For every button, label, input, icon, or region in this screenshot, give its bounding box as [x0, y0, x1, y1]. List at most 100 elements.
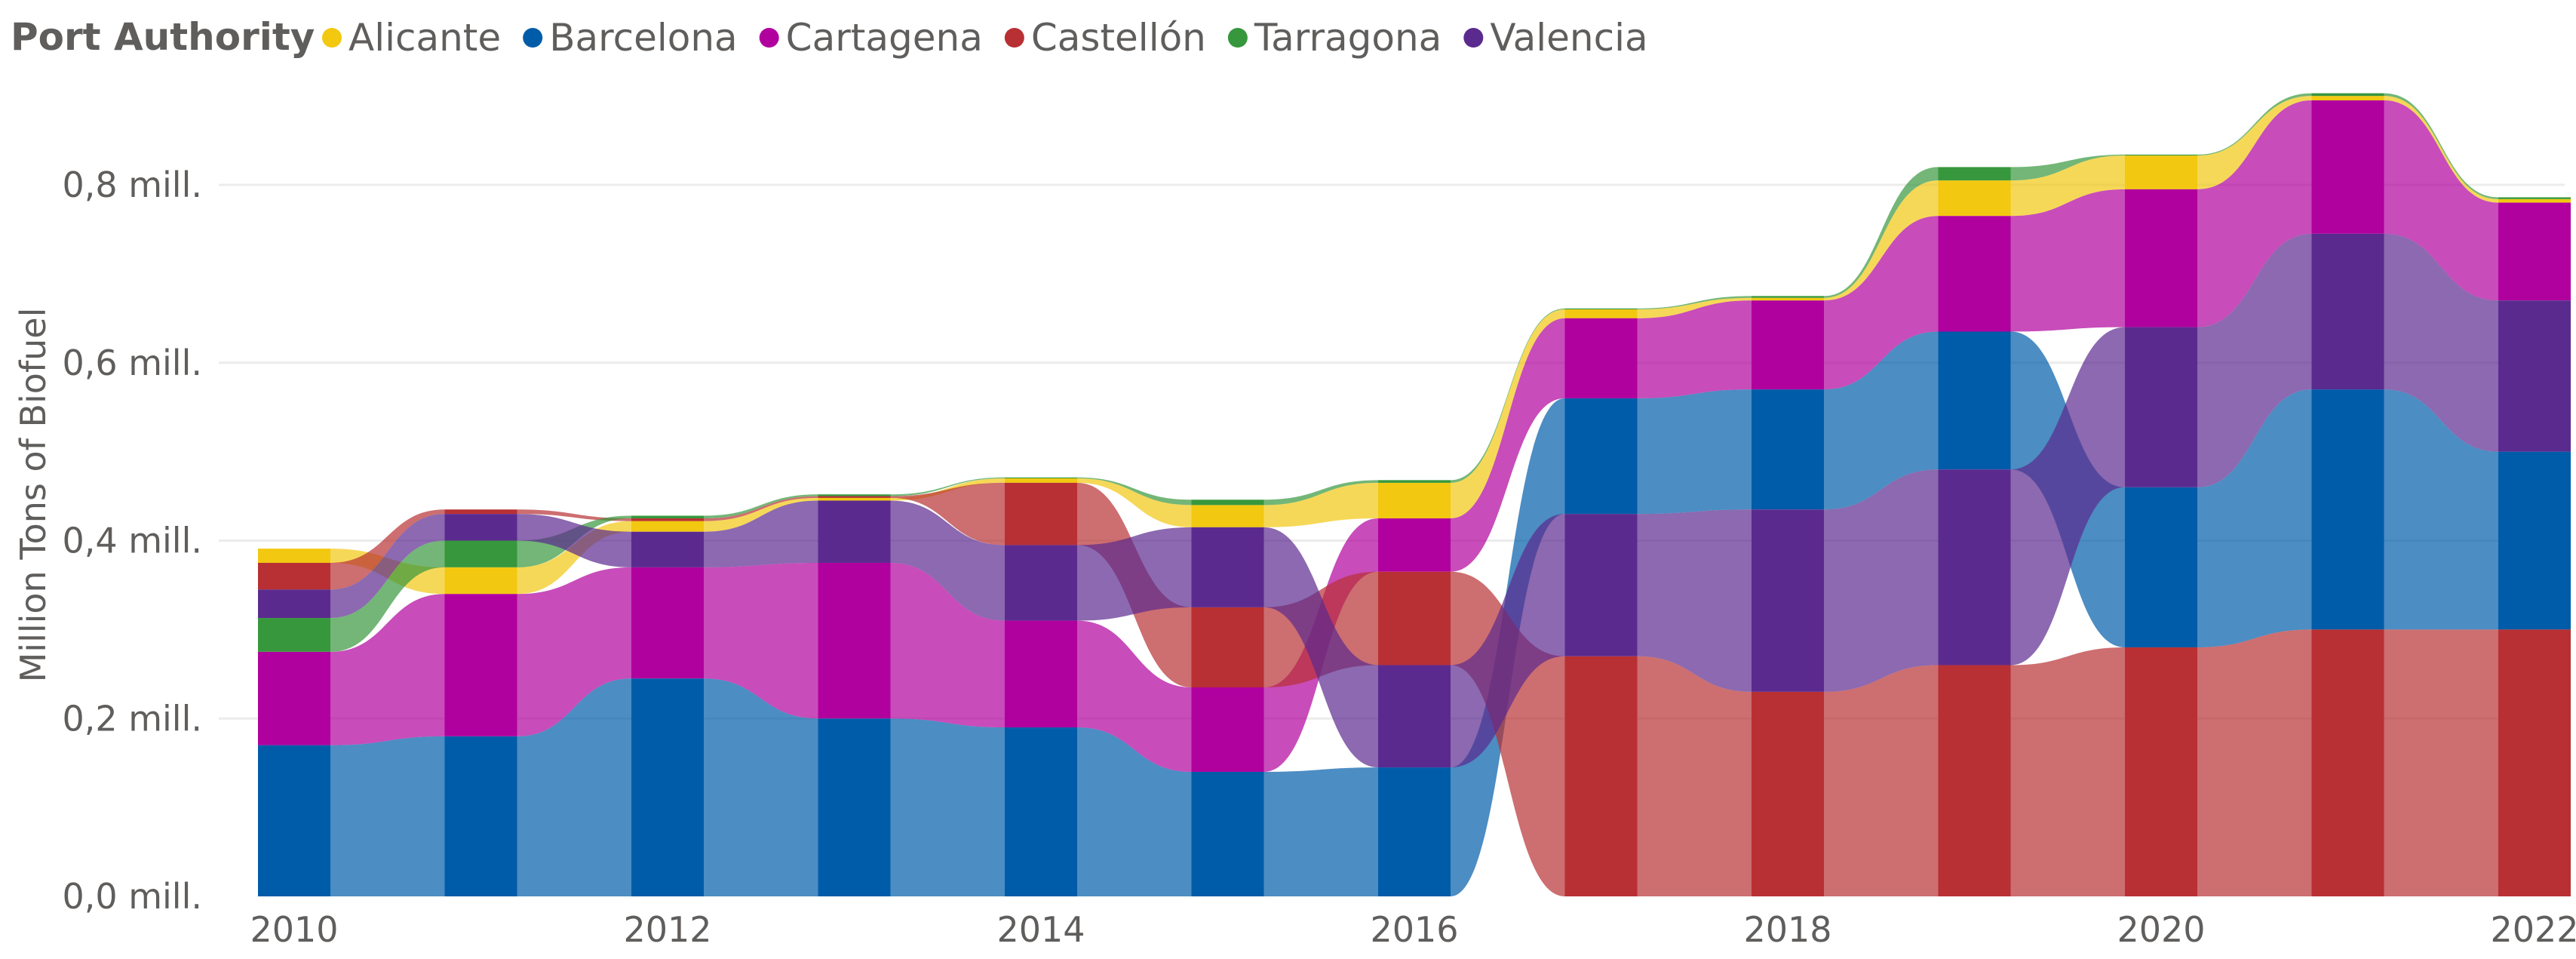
- bar-barcelona-2021[interactable]: [2311, 389, 2384, 630]
- ribbon-alicante: [1263, 482, 1378, 527]
- bar-alicante-2020[interactable]: [2125, 155, 2197, 189]
- bar-tarragona-2013[interactable]: [818, 494, 891, 496]
- ribbon-cartagena: [704, 562, 818, 719]
- bar-cartagena-2020[interactable]: [2125, 189, 2197, 327]
- bar-tarragona-2018[interactable]: [1752, 296, 1824, 298]
- bar-castellon-2016[interactable]: [1378, 571, 1451, 665]
- bar-cartagena-2010[interactable]: [258, 651, 330, 745]
- bar-tarragona-2012[interactable]: [631, 515, 704, 519]
- ribbon-castellon: [1824, 665, 1939, 896]
- legend-item-tarragona[interactable]: Tarragona: [1227, 16, 1442, 60]
- bar-valencia-2011[interactable]: [444, 514, 517, 541]
- bar-castellon-2017[interactable]: [1564, 656, 1638, 896]
- bar-barcelona-2016[interactable]: [1378, 767, 1451, 896]
- bar-alicante-2012[interactable]: [631, 521, 704, 532]
- bar-alicante-2011[interactable]: [444, 567, 517, 595]
- ribbon-valencia: [2010, 327, 2125, 665]
- bar-barcelona-2014[interactable]: [1005, 727, 1077, 896]
- bar-alicante-2014[interactable]: [1005, 478, 1077, 483]
- bar-castellon-2022[interactable]: [2498, 629, 2571, 896]
- bar-tarragona-2010[interactable]: [258, 618, 330, 652]
- bar-castellon-2021[interactable]: [2311, 629, 2384, 896]
- bar-valencia-2014[interactable]: [1005, 545, 1077, 621]
- bar-cartagena-2014[interactable]: [1005, 620, 1077, 728]
- legend-item-alicante[interactable]: Alicante: [322, 16, 501, 60]
- bar-cartagena-2018[interactable]: [1752, 300, 1824, 390]
- bar-castellon-2012[interactable]: [631, 518, 704, 521]
- ribbon-barcelona: [1077, 727, 1192, 896]
- bar-valencia-2021[interactable]: [2311, 233, 2384, 390]
- bar-cartagena-2019[interactable]: [1938, 216, 2011, 332]
- bar-barcelona-2019[interactable]: [1938, 331, 2011, 470]
- bar-cartagena-2011[interactable]: [444, 594, 517, 736]
- ribbon-tarragona: [2197, 93, 2312, 156]
- ribbon-valencia: [1824, 469, 1939, 692]
- ribbon-valencia: [1451, 514, 1565, 768]
- bar-valencia-2010[interactable]: [258, 589, 330, 619]
- ribbon-castellon: [2010, 647, 2125, 896]
- bar-valencia-2015[interactable]: [1191, 527, 1264, 607]
- ribbon-cartagena: [1824, 216, 1939, 390]
- bar-cartagena-2013[interactable]: [818, 562, 891, 719]
- bar-barcelona-2013[interactable]: [818, 718, 891, 896]
- bar-castellon-2011[interactable]: [444, 509, 517, 515]
- bar-valencia-2020[interactable]: [2125, 327, 2197, 487]
- bar-castellon-2019[interactable]: [1938, 665, 2011, 896]
- bar-barcelona-2010[interactable]: [258, 745, 330, 896]
- bar-barcelona-2020[interactable]: [2125, 487, 2197, 647]
- bar-alicante-2013[interactable]: [818, 497, 891, 501]
- x-tick-label: 2020: [2117, 909, 2205, 950]
- bar-valencia-2013[interactable]: [818, 500, 891, 563]
- bar-barcelona-2011[interactable]: [444, 736, 517, 896]
- x-tick-label: 2018: [1743, 909, 1831, 950]
- bar-alicante-2010[interactable]: [258, 549, 330, 563]
- bar-castellon-2010[interactable]: [258, 562, 330, 590]
- bar-alicante-2015[interactable]: [1191, 505, 1264, 527]
- bar-tarragona-2019[interactable]: [1938, 167, 2011, 181]
- bar-alicante-2022[interactable]: [2498, 198, 2571, 203]
- bar-tarragona-2015[interactable]: [1191, 499, 1264, 506]
- bar-castellon-2020[interactable]: [2125, 647, 2197, 896]
- bar-tarragona-2021[interactable]: [2311, 93, 2384, 97]
- bar-cartagena-2021[interactable]: [2311, 100, 2384, 234]
- bar-valencia-2012[interactable]: [631, 531, 704, 567]
- bar-alicante-2016[interactable]: [1378, 482, 1451, 519]
- bar-barcelona-2022[interactable]: [2498, 451, 2571, 630]
- bar-tarragona-2011[interactable]: [444, 540, 517, 567]
- ribbon-cartagena: [330, 594, 445, 745]
- bar-castellon-2014[interactable]: [1005, 482, 1077, 546]
- bar-tarragona-2022[interactable]: [2498, 197, 2571, 199]
- bar-alicante-2019[interactable]: [1938, 180, 2011, 217]
- ribbon-alicante: [1824, 180, 1939, 301]
- bar-castellon-2018[interactable]: [1752, 691, 1824, 896]
- bar-alicante-2018[interactable]: [1752, 297, 1824, 301]
- bar-barcelona-2012[interactable]: [631, 678, 704, 896]
- legend-item-barcelona[interactable]: Barcelona: [523, 16, 738, 60]
- ribbon-barcelona: [890, 718, 1005, 896]
- bar-cartagena-2017[interactable]: [1564, 318, 1638, 398]
- bar-tarragona-2016[interactable]: [1378, 480, 1451, 483]
- bar-valencia-2017[interactable]: [1564, 514, 1638, 656]
- y-tick-label: 0,4 mill.: [62, 521, 202, 561]
- bar-barcelona-2015[interactable]: [1191, 771, 1264, 896]
- bar-cartagena-2015[interactable]: [1191, 687, 1264, 772]
- bar-valencia-2019[interactable]: [1938, 469, 2011, 665]
- bar-valencia-2022[interactable]: [2498, 300, 2571, 452]
- bar-alicante-2021[interactable]: [2311, 96, 2384, 101]
- bar-castellon-2013[interactable]: [818, 496, 891, 498]
- bar-valencia-2016[interactable]: [1378, 665, 1451, 768]
- bar-cartagena-2016[interactable]: [1378, 518, 1451, 572]
- legend-label: Tarragona: [1254, 16, 1442, 60]
- legend-item-cartagena[interactable]: Cartagena: [759, 16, 983, 60]
- bar-cartagena-2012[interactable]: [631, 567, 704, 679]
- legend-item-valencia[interactable]: Valencia: [1463, 16, 1648, 60]
- bar-valencia-2018[interactable]: [1752, 509, 1824, 692]
- bar-cartagena-2022[interactable]: [2498, 202, 2571, 301]
- bar-barcelona-2018[interactable]: [1752, 389, 1824, 510]
- bar-barcelona-2017[interactable]: [1564, 398, 1638, 515]
- x-tick-label: 2014: [996, 909, 1085, 950]
- bar-alicante-2017[interactable]: [1564, 309, 1638, 318]
- ribbon-barcelona: [330, 736, 445, 896]
- bar-castellon-2015[interactable]: [1191, 607, 1264, 687]
- legend-item-castellon[interactable]: Castellón: [1004, 16, 1206, 60]
